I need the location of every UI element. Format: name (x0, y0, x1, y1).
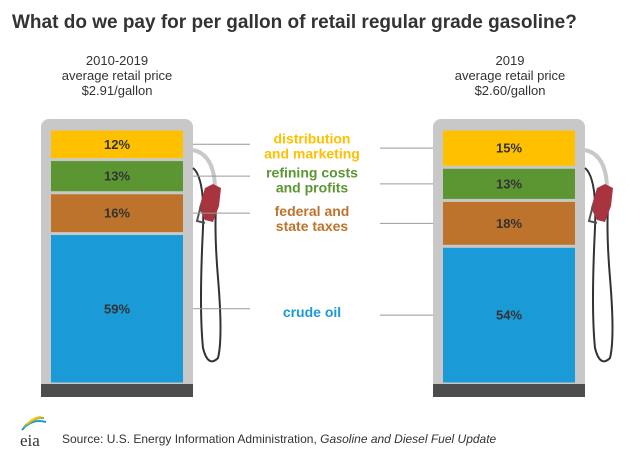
category-label: federal and (275, 203, 350, 219)
data-label: 13% (104, 169, 130, 184)
category-label: crude oil (283, 304, 341, 320)
bar-segment-distribution-and-marketing (51, 130, 183, 159)
header-line: average retail price (454, 68, 566, 83)
nozzle-trigger (195, 204, 206, 224)
left-pump-header: 2010-2019 average retail price $2.91/gal… (17, 53, 217, 98)
pump-0: 59% 16% 13% 12% (41, 119, 222, 397)
source-prefix: Source: U.S. Energy Information Administ… (62, 432, 321, 446)
category-label: and profits (276, 180, 349, 196)
pump-1: 54% 18% 13% 15% (433, 119, 614, 397)
hose-holder (192, 148, 217, 191)
pump-base (433, 384, 585, 397)
data-label: 54% (496, 308, 522, 323)
data-label: 18% (496, 216, 522, 231)
header-line: average retail price (61, 68, 173, 83)
source-note: Source: U.S. Energy Information Administ… (62, 432, 496, 446)
pump-base (41, 384, 193, 397)
svg-text:eia: eia (20, 431, 40, 450)
header-line: $2.60/gallon (474, 83, 546, 98)
bar-segment-crude-oil (51, 235, 183, 383)
bar-segment-refining-costs-and-profits (51, 161, 183, 192)
bar-segment-crude-oil (443, 247, 575, 383)
bar-segment-distribution-and-marketing (443, 130, 575, 166)
category-label: state taxes (276, 218, 349, 234)
data-label: 13% (496, 176, 522, 191)
category-label: distribution (274, 131, 351, 147)
nozzle-trigger (587, 204, 598, 224)
data-label: 59% (104, 301, 130, 316)
data-label: 12% (104, 137, 130, 152)
eia-logo: eia (20, 416, 47, 450)
hose-holder (584, 148, 609, 191)
nozzle-icon (199, 184, 221, 222)
right-pump-header: 2019 average retail price $2.60/gallon (410, 53, 610, 98)
header-line: 2010-2019 (85, 53, 149, 68)
data-label: 15% (496, 141, 522, 156)
header-line: 2019 (495, 53, 525, 68)
bar-segment-refining-costs-and-profits (443, 168, 575, 199)
bar-segment-federal-and-state-taxes (51, 194, 183, 233)
source-title: Gasoline and Diesel Fuel Update (320, 432, 497, 446)
category-label: refining costs (266, 165, 358, 181)
data-label: 16% (104, 206, 130, 221)
nozzle-icon (591, 184, 613, 222)
bar-segment-federal-and-state-taxes (443, 201, 575, 245)
category-label: and marketing (264, 146, 360, 162)
header-line: $2.91/gallon (81, 83, 153, 98)
chart-title: What do we pay for per gallon of retail … (12, 12, 577, 33)
